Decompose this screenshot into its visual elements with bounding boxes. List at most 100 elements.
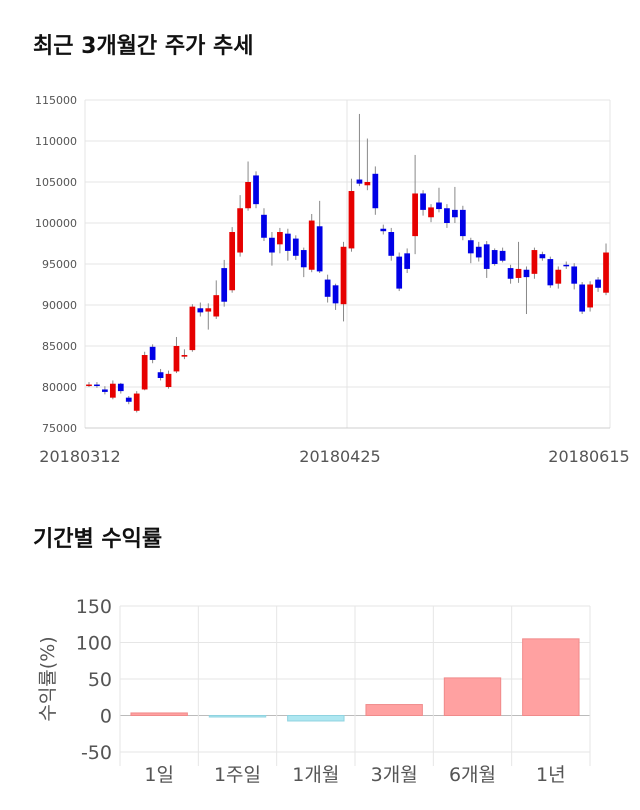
x-tick-label: 1개월 <box>292 764 339 786</box>
candle-body <box>269 237 275 253</box>
candle-body <box>149 346 156 360</box>
x-tick-label: 3개월 <box>371 764 418 786</box>
candle-body <box>563 264 570 267</box>
candle-body <box>603 252 609 293</box>
candle-body <box>579 284 586 312</box>
candle-body <box>483 244 490 269</box>
candle-body <box>324 279 331 297</box>
y-tick-label: 115000 <box>35 94 77 107</box>
candle-body <box>436 202 442 210</box>
candle-body <box>372 173 379 209</box>
candle-body <box>292 238 299 256</box>
candle-body <box>253 175 259 205</box>
y-tick-label: -50 <box>81 742 112 764</box>
price-candlestick-chart: 115000 110000 105000 100000 95000 90000 85000 8… <box>35 94 630 466</box>
y-axis-label: 수익률(%) <box>37 636 59 721</box>
candle-body <box>94 384 100 387</box>
candle-body <box>547 259 554 286</box>
return-bar <box>287 715 345 722</box>
candle-body <box>404 253 411 269</box>
candle-body <box>261 214 267 238</box>
candle-body <box>364 182 371 186</box>
candle-body <box>229 232 236 291</box>
candle-body <box>117 383 124 392</box>
candle-body <box>467 240 474 254</box>
candle-body <box>444 208 450 223</box>
candle-body <box>213 295 220 317</box>
candle-body <box>133 393 140 411</box>
candle-body <box>245 182 251 209</box>
candle-body <box>523 269 530 278</box>
candle-body <box>237 208 243 253</box>
y-tick-label: 105000 <box>35 176 77 189</box>
y-tick-label: 95000 <box>42 258 77 271</box>
candle-body <box>539 254 546 259</box>
price-chart-title: 최근 3개월간 주가 추세 <box>33 34 254 59</box>
candle-body <box>277 232 283 245</box>
candle-body <box>316 226 323 272</box>
x-tick-label: 1주일 <box>214 764 261 786</box>
candle-body <box>507 268 514 279</box>
x-tick-label: 20180615 <box>548 447 629 466</box>
candle-body <box>165 373 172 387</box>
return-bar <box>208 715 267 718</box>
candle-body <box>515 268 522 278</box>
candle-body <box>86 384 92 387</box>
candle-body <box>181 355 188 357</box>
candle-body <box>348 191 355 249</box>
candle-body <box>141 355 148 390</box>
candle-body <box>491 250 498 264</box>
y-tick-label: 100 <box>76 633 112 655</box>
candle-body <box>452 209 458 218</box>
y-tick-label: 110000 <box>35 135 77 148</box>
y-tick-label: 150 <box>76 596 112 618</box>
candle-body <box>340 246 347 305</box>
candle-body <box>388 232 395 256</box>
candle-body <box>571 266 578 284</box>
candle-body <box>459 209 466 237</box>
candle-body <box>420 193 426 210</box>
candle-body <box>396 256 403 289</box>
y-tick-label: 80000 <box>42 381 77 394</box>
x-tick-label: 1일 <box>144 764 174 786</box>
candle-body <box>300 250 307 268</box>
candle-body <box>157 372 164 378</box>
candle-body <box>308 220 315 270</box>
candle-body <box>221 268 228 302</box>
x-tick-label: 20180425 <box>299 447 380 466</box>
candle-body <box>475 246 482 258</box>
y-tick-label: 75000 <box>42 422 77 435</box>
candle-body <box>284 233 291 251</box>
return-bar <box>443 677 502 717</box>
candle-body <box>356 179 363 184</box>
returns-chart-title: 기간별 수익률 <box>33 527 163 552</box>
x-tick-label: 6개월 <box>449 764 496 786</box>
y-tick-label: 0 <box>100 706 112 728</box>
candle-body <box>380 228 387 232</box>
candle-body <box>412 193 418 237</box>
candle-body <box>102 389 108 392</box>
candle-body <box>189 306 196 351</box>
return-bar <box>130 712 188 717</box>
candle-body <box>595 279 601 288</box>
return-bar <box>522 638 580 716</box>
candle-body <box>555 269 562 284</box>
candle-body <box>499 250 506 261</box>
candle-body <box>332 285 339 304</box>
y-tick-label: 50 <box>88 669 112 691</box>
candle-body <box>173 346 180 372</box>
candle-body <box>587 284 593 308</box>
x-tick-label: 20180312 <box>39 447 120 466</box>
candle-body <box>428 207 434 218</box>
candle-body <box>531 250 538 274</box>
candle-body <box>109 383 116 398</box>
y-tick-label: 85000 <box>42 340 77 353</box>
return-bar <box>365 704 423 716</box>
y-tick-label: 90000 <box>42 299 77 312</box>
candle-body <box>205 308 212 312</box>
candle-body <box>197 308 204 313</box>
x-tick-label: 1년 <box>536 764 566 786</box>
candle-body <box>125 397 132 402</box>
y-tick-label: 100000 <box>35 217 77 230</box>
